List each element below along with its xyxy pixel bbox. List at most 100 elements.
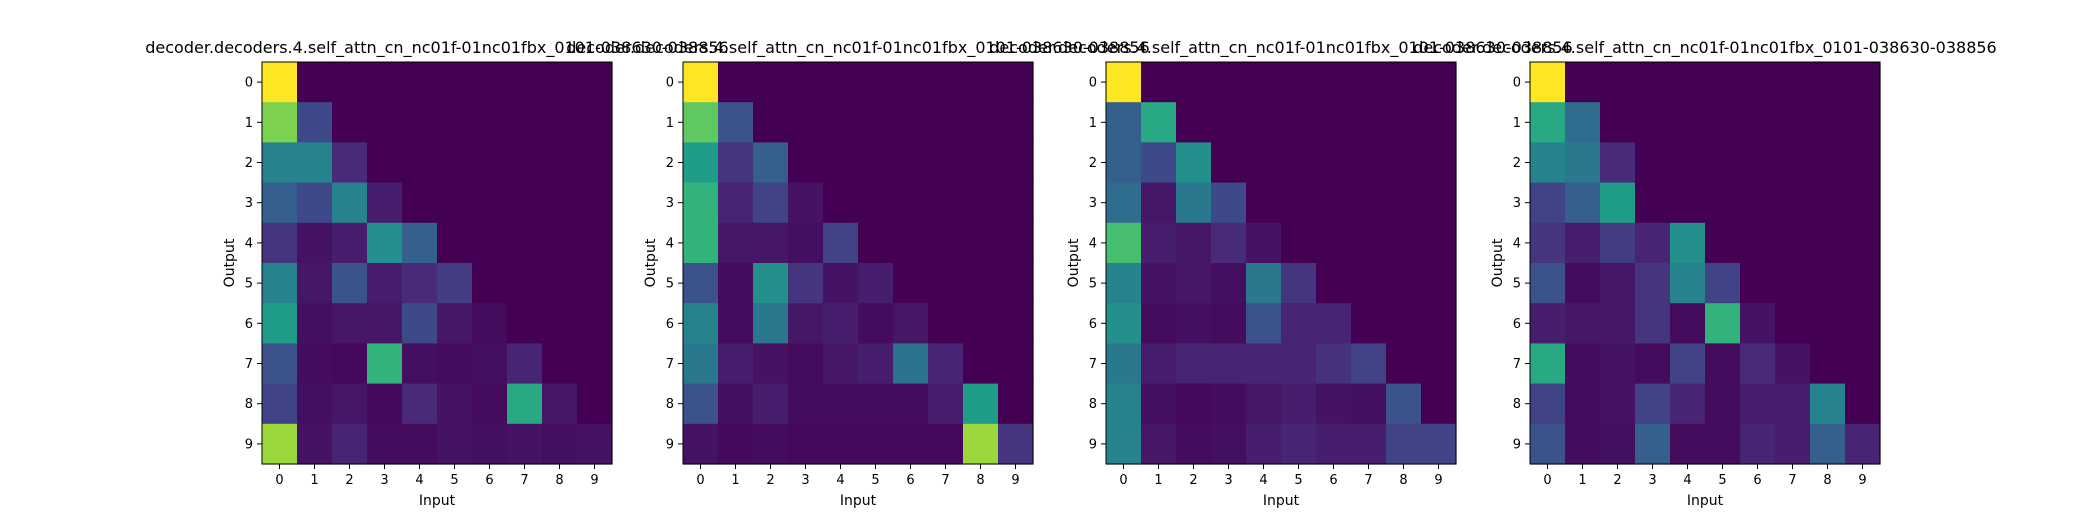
heatmap-cell (1176, 303, 1212, 344)
heatmap-cell (1670, 343, 1706, 385)
heatmap-panel-4: decoder.decoders.4.self_attn_cn_nc01f-01… (1413, 38, 1996, 509)
heatmap-cell (858, 343, 894, 385)
heatmap-cell (437, 62, 473, 103)
y-tick-label: 8 (666, 397, 674, 412)
heatmap-cell (1810, 102, 1846, 143)
heatmap-cell (1106, 303, 1142, 344)
y-tick-label: 3 (1513, 196, 1521, 211)
heatmap-cell (1316, 343, 1352, 385)
heatmap-cell (472, 263, 508, 304)
heatmap-cell (1635, 303, 1671, 344)
heatmap-cell (1775, 62, 1811, 103)
heatmap-cell (332, 383, 368, 425)
heatmap-cell (858, 182, 894, 224)
heatmap-cell (402, 142, 438, 184)
heatmap-cell (262, 62, 298, 103)
heatmap-cell (367, 263, 403, 304)
heatmap-cell (683, 142, 719, 184)
heatmap-cell (788, 383, 824, 425)
plot-frame (682, 61, 1034, 465)
heatmap-cell (1600, 343, 1636, 385)
heatmap-cell (718, 263, 754, 304)
y-tick-label: 8 (1513, 397, 1521, 412)
heatmap-cell (1600, 102, 1636, 143)
heatmap-cell (1351, 142, 1387, 184)
y-tick-label: 8 (245, 397, 253, 412)
heatmap-cell (753, 222, 789, 264)
heatmap-cell (753, 142, 789, 184)
heatmap-cell (858, 222, 894, 264)
heatmap-cell (1775, 343, 1811, 385)
heatmap-cell (683, 62, 719, 103)
heatmap-cell (1845, 423, 1881, 465)
heatmap-cell (788, 343, 824, 385)
y-tick-label: 5 (1513, 277, 1521, 292)
heatmap-cell (1740, 102, 1776, 143)
y-tick-label: 4 (245, 236, 253, 251)
heatmap-cell (297, 303, 333, 344)
heatmap-cell (753, 263, 789, 304)
heatmap-cell (507, 182, 543, 224)
heatmap-cell (1386, 142, 1422, 184)
x-tick-label: 5 (1294, 473, 1302, 488)
heatmap-cell (1775, 263, 1811, 304)
heatmap-cell (1176, 102, 1212, 143)
heatmap-cell (998, 343, 1034, 385)
heatmap-cell (1740, 182, 1776, 224)
x-tick-label: 6 (1753, 473, 1761, 488)
heatmap-cell (1635, 343, 1671, 385)
heatmap-cell (542, 142, 578, 184)
heatmap-cell (1740, 222, 1776, 264)
heatmap-cell (262, 343, 298, 385)
heatmap-cell (1351, 182, 1387, 224)
heatmap-cell (437, 142, 473, 184)
heatmap-cell (1565, 383, 1601, 425)
y-tick-label: 2 (1089, 156, 1097, 171)
heatmap-cell (1211, 222, 1247, 264)
panel-title: decoder.decoders.4.self_attn_cn_nc01f-01… (566, 38, 1149, 58)
heatmap-cell (542, 263, 578, 304)
heatmap-cell (1246, 303, 1282, 344)
heatmap-cell (542, 102, 578, 143)
heatmap-cell (1635, 62, 1671, 103)
heatmap-cell (1740, 423, 1776, 465)
heatmap-cell (753, 343, 789, 385)
heatmap-cell (718, 303, 754, 344)
y-tick-label: 1 (1513, 116, 1521, 131)
heatmap-cell (963, 383, 999, 425)
y-tick-label: 5 (666, 277, 674, 292)
heatmap-cell (1141, 383, 1177, 425)
y-axis-label: Output (643, 238, 659, 287)
heatmap-cell (998, 102, 1034, 143)
x-tick-label: 3 (801, 473, 809, 488)
y-tick-label: 1 (1089, 116, 1097, 131)
heatmap-cell (858, 383, 894, 425)
heatmap-cell (1316, 303, 1352, 344)
y-tick-label: 5 (245, 277, 253, 292)
heatmap-cell (858, 303, 894, 344)
heatmap-cell (1351, 423, 1387, 465)
heatmap-cell (1810, 62, 1846, 103)
x-tick-label: 8 (1823, 473, 1831, 488)
heatmap-cell (893, 62, 929, 103)
heatmap-cell (683, 102, 719, 143)
y-tick-label: 0 (1089, 76, 1097, 91)
heatmap-cell (577, 182, 613, 224)
heatmap-cell (507, 423, 543, 465)
heatmap-cell (683, 383, 719, 425)
panel-title: decoder.decoders.4.self_attn_cn_nc01f-01… (145, 38, 728, 58)
heatmap-cell (262, 263, 298, 304)
x-tick-label: 7 (1788, 473, 1796, 488)
heatmap-cell (297, 62, 333, 103)
heatmap-cell (823, 343, 859, 385)
x-tick-label: 4 (1683, 473, 1691, 488)
heatmap-cell (1281, 182, 1317, 224)
y-tick-label: 6 (666, 317, 674, 332)
heatmap-cell (998, 222, 1034, 264)
heatmap-cell (788, 222, 824, 264)
heatmap-cell (1246, 222, 1282, 264)
y-tick-label: 9 (1089, 437, 1097, 452)
heatmap-cell (472, 102, 508, 143)
heatmap-cell (1421, 263, 1457, 304)
heatmap-cell (1141, 62, 1177, 103)
